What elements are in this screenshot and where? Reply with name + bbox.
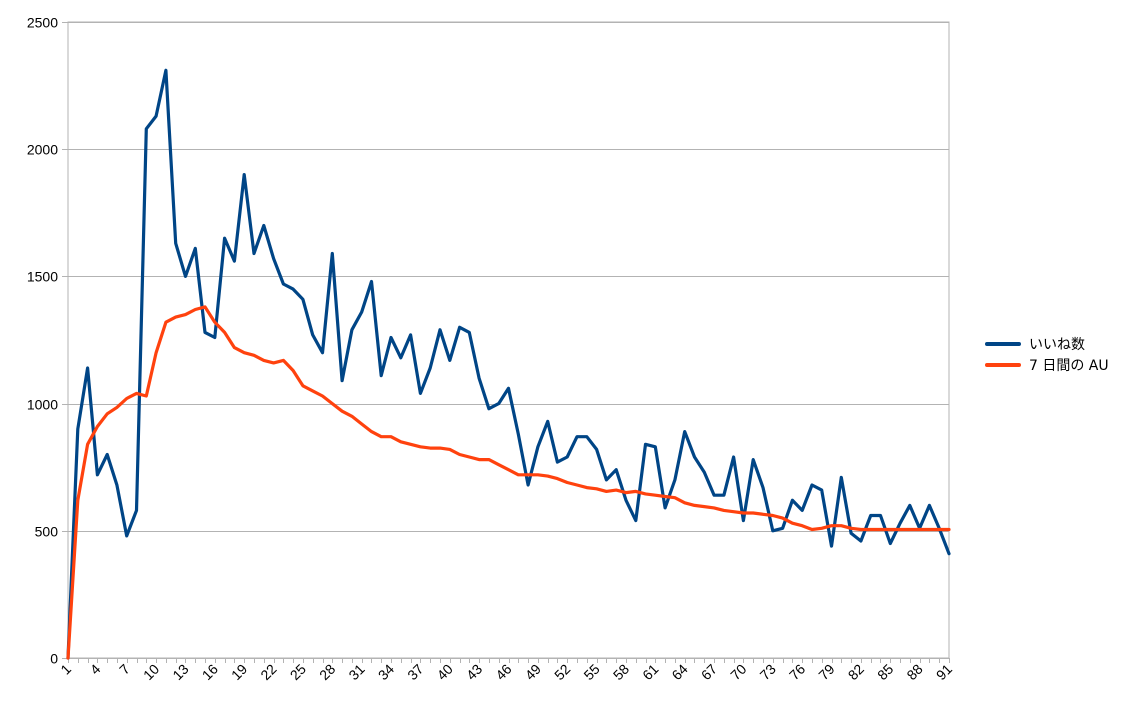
- x-tick-label: 91: [933, 661, 955, 683]
- x-tick-label: 10: [140, 661, 162, 683]
- legend-label-likes: いいね数: [1029, 336, 1085, 353]
- x-tick-label: 64: [668, 661, 690, 683]
- plot-area-border: [67, 21, 950, 659]
- x-tick-label: 70: [727, 661, 749, 683]
- x-tick-label: 34: [375, 661, 397, 683]
- x-tick-label: 49: [522, 661, 544, 683]
- x-tick-label: 40: [434, 661, 456, 683]
- x-tick-label: 61: [639, 661, 661, 683]
- x-tick-label: 43: [463, 661, 485, 683]
- x-tick-label: 13: [169, 661, 191, 683]
- x-tick-label: 19: [228, 661, 250, 683]
- x-tick-label: 31: [345, 661, 367, 683]
- x-tick-label: 88: [903, 661, 925, 683]
- legend-swatch-7day-au: [985, 362, 1021, 367]
- series-line-7day-au: [66, 305, 951, 660]
- x-tick-label: 55: [580, 661, 602, 683]
- x-tick-label: 73: [757, 661, 779, 683]
- series-line-likes: [66, 68, 951, 660]
- x-tick-label: 76: [786, 661, 808, 683]
- x-tick-label: 4: [87, 661, 104, 678]
- x-tick-label: 16: [199, 661, 221, 683]
- y-tick-label: 1000: [27, 397, 58, 413]
- legend-item-likes: いいね数: [985, 333, 1109, 354]
- legend-item-7day-au: 7 日間の AU: [985, 354, 1109, 375]
- tick-labels: 0 500 1000 1500 2000 2500 1 4 7 10 13 16 19 22 25 28 31 3…: [27, 15, 955, 684]
- gridlines: [67, 21, 950, 659]
- y-tick-label: 500: [35, 524, 59, 540]
- x-tick-label: 58: [610, 661, 632, 683]
- x-tick-label: 85: [874, 661, 896, 683]
- x-tick-label: 28: [316, 661, 338, 683]
- series-lines: [66, 68, 951, 660]
- x-tick-label: 82: [845, 661, 867, 683]
- y-tick-label: 1500: [27, 269, 58, 285]
- x-tick-label: 46: [492, 661, 514, 683]
- y-tick-label: 2500: [27, 15, 58, 31]
- x-tick-label: 79: [815, 661, 837, 683]
- x-tick-label: 22: [257, 661, 279, 683]
- legend: いいね数 7 日間の AU: [985, 333, 1109, 375]
- x-tick-label: 7: [116, 661, 133, 678]
- axes: [62, 22, 950, 663]
- y-tick-label: 2000: [27, 142, 58, 158]
- legend-swatch-likes: [985, 341, 1021, 346]
- x-tick-label: 67: [698, 661, 720, 683]
- x-tick-label: 52: [551, 661, 573, 683]
- x-tick-label: 37: [404, 661, 426, 683]
- y-tick-label: 0: [50, 651, 58, 667]
- x-tick-label: 25: [287, 661, 309, 683]
- legend-label-7day-au: 7 日間の AU: [1029, 357, 1109, 374]
- x-tick-label: 1: [57, 661, 74, 678]
